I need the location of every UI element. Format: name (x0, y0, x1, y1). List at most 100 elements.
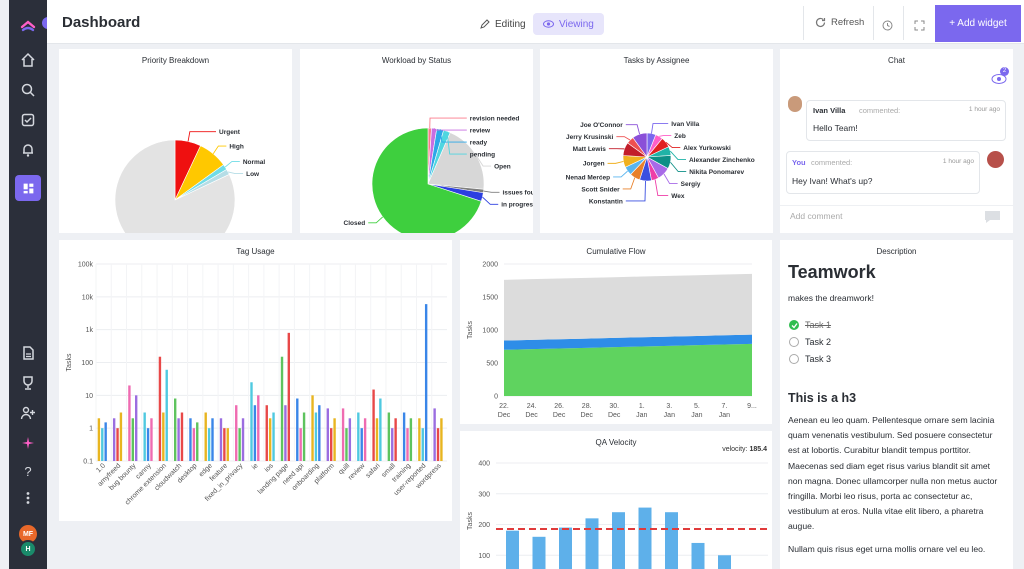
trophy-icon[interactable] (9, 368, 47, 398)
area-closed (504, 343, 752, 396)
bar-small (391, 428, 394, 461)
bar-user-reported (421, 428, 424, 461)
chat-message: Ivan Villa commented: 1 hour ago Hello T… (806, 100, 1006, 141)
sparkle-icon[interactable] (9, 428, 47, 458)
bar-fixed-in-privacy (235, 405, 238, 461)
bar-small (387, 412, 391, 461)
bell-icon[interactable] (9, 135, 47, 165)
pie-leader-line (625, 124, 641, 135)
pie-label: review (470, 127, 491, 134)
pencil-icon (480, 19, 490, 29)
refresh-button[interactable]: Refresh (815, 17, 864, 28)
check-icon[interactable] (789, 320, 799, 330)
pie-label: Normal (243, 159, 266, 166)
pie-leader-line (429, 117, 467, 129)
pie-label: Open (494, 163, 511, 170)
velocity-bar (506, 530, 519, 569)
fullscreen-icon[interactable] (914, 18, 925, 36)
bar-feature (226, 428, 229, 461)
task-item[interactable]: Task 3 (789, 354, 831, 364)
comment-input[interactable]: Add comment (790, 211, 843, 221)
pie-leader-line (446, 131, 467, 155)
bar-bug-bounty (131, 418, 134, 461)
x-tick-label: 30. Dec (608, 403, 621, 419)
pie-label: Sergiy (681, 181, 701, 188)
bar-canny (150, 418, 153, 461)
editing-label: Editing (495, 18, 526, 30)
velocity-bar (638, 507, 652, 569)
velocity-readout: velocity: 185.4 (722, 446, 767, 453)
pie-label: Nenad Merćep (566, 174, 610, 181)
message-verb: commented: (859, 106, 901, 115)
more-icon[interactable] (9, 483, 47, 513)
bar-training (409, 418, 413, 461)
pie-label: Ivan Villa (671, 121, 699, 128)
y-tick-label: 1500 (482, 295, 498, 302)
card-title: Tasks by Assignee (623, 56, 690, 65)
home-icon[interactable] (9, 45, 47, 75)
bar-quill (348, 418, 352, 461)
bar-amyfreed (119, 412, 123, 461)
pie-leader-line (669, 150, 686, 161)
pie-label: issues found (502, 190, 533, 197)
y-tick-label: 400 (478, 461, 490, 468)
dashboard-icon[interactable] (15, 175, 41, 201)
divider (780, 205, 1013, 206)
refresh-icon (815, 17, 826, 28)
pie-label: Matt Lewis (573, 146, 607, 153)
unchecked-circle-icon[interactable] (789, 337, 799, 347)
y-tick-label: 300 (478, 491, 490, 498)
bar-amyfreed (112, 418, 116, 461)
sidebar: › ? MF H (9, 0, 54, 569)
bar-chrome-extension (165, 369, 168, 461)
priority-pie-chart: UrgentHighNormalLowNone (114, 129, 266, 233)
bar-need-api (302, 412, 306, 461)
task-item[interactable]: Task 2 (789, 337, 831, 347)
bar-desktop (196, 422, 199, 461)
task-item[interactable]: Task 1 (789, 320, 831, 330)
pie-slice-joe-o-connor (632, 132, 648, 158)
velocity-bar (665, 512, 678, 569)
clock-icon[interactable] (882, 18, 893, 36)
description-h3: This is a h3 (788, 391, 857, 405)
logo-icon[interactable] (9, 10, 47, 40)
pie-label: Nikita Ponomarev (689, 169, 744, 176)
watchers-button[interactable]: 2 (991, 67, 1009, 90)
pie-slice-open (427, 132, 485, 190)
pie-label: Scott Snider (581, 186, 620, 193)
pie-label: Low (246, 171, 260, 178)
bar-wordpress (433, 408, 436, 461)
checkbox-icon[interactable] (9, 105, 47, 135)
unchecked-circle-icon[interactable] (789, 354, 799, 364)
help-icon[interactable]: ? (9, 456, 47, 486)
speech-bubble-icon[interactable] (983, 209, 1002, 229)
assignee-pie-chart: Ivan Villa Zeb Alex Yurkowski Alexander Zin… (566, 121, 755, 205)
viewing-toggle[interactable]: Viewing (533, 13, 604, 35)
area-in-progress (504, 334, 752, 350)
add-widget-button[interactable]: + Add widget (935, 5, 1021, 42)
bar-safari (379, 398, 382, 461)
card-title: Tag Usage (236, 247, 275, 256)
message-time: 1 hour ago (942, 158, 974, 165)
avatar[interactable]: MF (19, 525, 37, 543)
workspace-avatar[interactable]: H (19, 540, 37, 558)
pie-leader-line (475, 155, 492, 167)
search-icon[interactable] (9, 75, 47, 105)
bar-onboarding (318, 405, 321, 461)
y-axis-title: Tasks (66, 353, 73, 371)
x-tick-label: ios (264, 462, 276, 474)
x-tick-label: safari (365, 462, 382, 479)
velocity-bar (612, 512, 625, 569)
pie-leader-line (483, 190, 500, 193)
bar-small (394, 418, 397, 461)
pie-label: Urgent (219, 129, 241, 136)
description-card: Description Teamwork makes the dreamwork… (780, 240, 1013, 569)
y-tick-label: 10k (82, 294, 94, 301)
bar-wordpress (440, 418, 443, 461)
document-icon[interactable] (9, 338, 47, 368)
watchers-count: 2 (1000, 67, 1009, 76)
editing-toggle[interactable]: Editing (470, 13, 536, 35)
add-user-icon[interactable] (9, 398, 47, 428)
bar-ie (253, 405, 257, 461)
card-title: Priority Breakdown (141, 56, 210, 65)
